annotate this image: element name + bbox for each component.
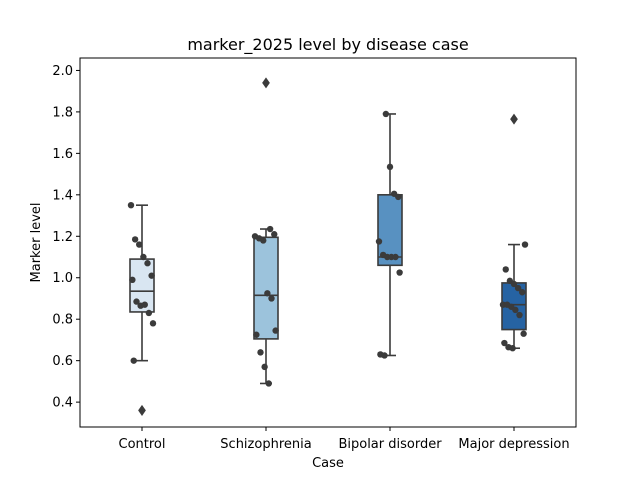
strip-points-major-depression [499,241,529,352]
box-group-schizophrenia [253,77,279,385]
y-tick-labels: 0.4 0.6 0.8 1.0 1.2 1.4 1.6 1.8 2.0 [52,64,80,411]
strip-points-bipolar-disorder [375,110,403,359]
plot-frame [79,57,577,428]
plot-area-group [127,77,529,416]
x-axis-label: Case [312,456,344,471]
data-point [382,110,390,118]
data-point [127,201,135,209]
data-point [264,290,271,297]
outlier-marker [510,113,518,125]
y-tick-label: 1.4 [52,188,73,203]
chart-title: marker_2025 level by disease case [187,35,468,55]
data-point [514,284,522,292]
box-group-major-depression [501,113,527,350]
data-point [272,327,279,334]
data-point [521,241,529,248]
outlier-marker [262,77,270,89]
data-point [375,238,383,245]
data-point [129,276,136,284]
data-point [133,298,140,305]
data-point [260,237,267,244]
y-axis-label: Marker level [29,203,44,283]
data-point [148,272,155,279]
x-tick-label: Bipolar disorder [338,437,442,452]
data-point [140,253,147,261]
data-point [144,260,151,267]
y-tick-label: 1.0 [52,271,73,286]
data-point [516,311,523,319]
data-point [381,352,388,359]
data-point [131,236,139,243]
data-point [502,266,509,273]
x-tick-label: Control [119,437,166,452]
data-point [130,357,137,364]
data-point [396,269,403,276]
data-point [510,280,518,288]
y-tick-label: 1.6 [52,147,73,162]
data-point [266,225,274,233]
y-tick-label: 0.8 [52,313,73,328]
strip-points-control [127,201,157,364]
data-point [392,253,399,261]
y-tick-label: 0.4 [52,396,73,411]
data-point [520,330,527,337]
outlier-marker [138,404,146,416]
y-tick-label: 0.6 [52,354,73,369]
strip-points-schizophrenia [251,225,279,387]
data-point [261,363,268,371]
x-tick-label: Major depression [458,437,569,452]
data-point [257,349,264,356]
data-point [268,295,275,302]
data-point [512,306,519,314]
data-point [395,193,402,201]
data-point [149,320,157,327]
y-tick-label: 1.2 [52,230,73,245]
y-tick-label: 1.8 [52,105,73,120]
y-tick-label: 2.0 [52,64,73,79]
data-point [145,309,153,317]
x-tick-labels: Control Schizophrenia Bipolar disorder Majo… [119,427,570,452]
data-point [501,339,508,347]
data-point [136,241,143,248]
box-iqr [253,236,279,340]
box-group-bipolar-disorder [377,113,403,357]
data-point [265,380,272,387]
data-point [253,331,260,338]
data-point [519,289,526,296]
data-point [386,163,394,171]
data-point [509,345,516,352]
data-point [271,231,278,238]
x-tick-label: Schizophrenia [220,437,311,452]
data-point [141,301,148,308]
